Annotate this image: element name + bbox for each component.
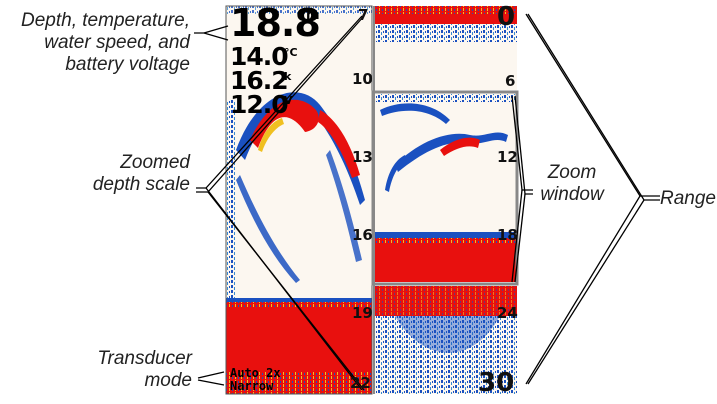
zoom-top-label: 12 xyxy=(497,148,518,166)
zoom-window-panel xyxy=(375,94,517,282)
callout-readouts: Depth, temperature, water speed, and bat… xyxy=(0,10,190,76)
voltage-unit: V xyxy=(284,94,293,107)
left-scale-label: 13 xyxy=(352,148,373,166)
callout-zoomed-scale: Zoomed depth scale xyxy=(60,152,190,196)
zoom-bottom-label: 18 xyxy=(497,226,518,244)
depth-unit: m xyxy=(306,8,320,23)
callout-range: Range xyxy=(660,188,716,209)
left-scale-label: 22 xyxy=(350,374,371,392)
callout-zoomed-line1: Zoomed xyxy=(120,152,190,173)
callout-transducer: Transducer mode xyxy=(60,348,192,392)
callout-zoomed-line2: depth scale xyxy=(92,174,190,195)
right-bottom-panel xyxy=(375,286,517,394)
left-scale-label: 7 xyxy=(358,6,369,24)
callout-transducer-line1: Transducer xyxy=(97,348,192,369)
transducer-mode-line2: Narrow xyxy=(230,379,274,393)
callout-zoom-line2: window xyxy=(540,184,604,205)
left-arch-weak xyxy=(236,92,365,205)
left-arch-strong xyxy=(250,99,319,148)
callout-readouts-line3: battery voltage xyxy=(65,54,190,75)
right-top-panel xyxy=(375,6,517,90)
voltage-readout: 12.0 xyxy=(230,90,289,119)
bottom-panel-top-label: 24 xyxy=(497,304,518,322)
callout-transducer-line2: mode xyxy=(144,370,192,391)
temperature-readout: 14.0 xyxy=(230,42,289,71)
depth-readout: 18.8 xyxy=(230,1,321,45)
left-scale-label: 16 xyxy=(352,226,373,244)
speed-unit: k xyxy=(284,70,292,83)
zoom-bottom-return xyxy=(375,238,517,282)
left-scale-label: 19 xyxy=(352,304,373,322)
temperature-unit: °C xyxy=(284,46,298,59)
callout-zoom-line1: Zoom xyxy=(547,162,597,183)
callout-readouts-line1: Depth, temperature, xyxy=(21,10,190,31)
left-sonar-panel xyxy=(226,6,372,394)
left-scale-label: 10 xyxy=(352,70,373,88)
callout-leaders xyxy=(194,13,660,391)
transducer-mode-line1: Auto 2x xyxy=(230,366,281,380)
range-top-panel-bottom-label: 6 xyxy=(505,72,516,90)
callout-zoom-window: Zoom window xyxy=(532,162,612,206)
range-top-label: 0 xyxy=(497,2,516,32)
speed-readout: 16.2 xyxy=(230,66,289,95)
callout-readouts-line2: water speed, and xyxy=(44,32,190,53)
range-bottom-label: 30 xyxy=(478,368,515,398)
